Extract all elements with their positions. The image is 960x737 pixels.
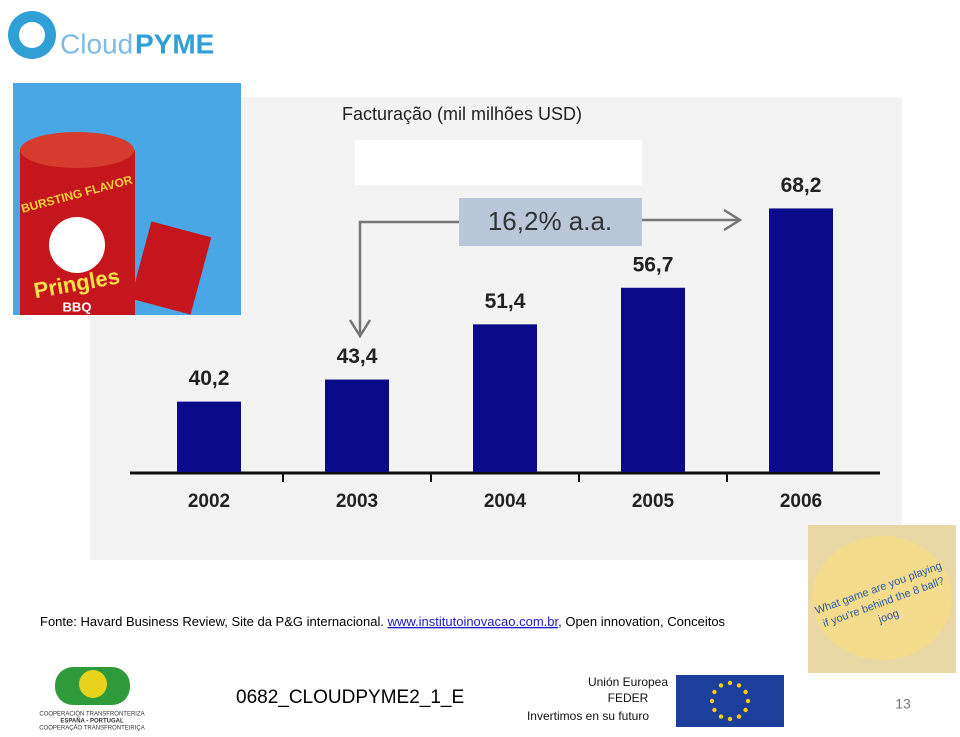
logo-pyme: PYME xyxy=(135,28,214,59)
value-label: 56,7 xyxy=(633,253,674,276)
x-tick-label: 2003 xyxy=(336,491,378,512)
annotation: 16,2% a.a. xyxy=(488,206,612,236)
eu-star xyxy=(727,680,733,686)
x-tick-label: 2002 xyxy=(188,491,230,512)
footer-code: 0682_CLOUDPYME2_1_E xyxy=(236,687,464,708)
value-label: 43,4 xyxy=(337,345,378,368)
value-label: 68,2 xyxy=(781,174,822,197)
source: Fonte: Havard Business Review, Site da P… xyxy=(40,614,726,629)
eu-text: FEDER xyxy=(608,691,649,705)
eu-star xyxy=(736,683,742,688)
bar xyxy=(621,287,685,472)
can-variety: BBQ xyxy=(63,299,92,314)
x-tick-label: 2004 xyxy=(484,491,527,512)
bar xyxy=(177,401,241,472)
source-link[interactable]: www.institutoinovacao.com.br xyxy=(387,614,560,629)
eu-star xyxy=(718,714,724,719)
eu-text: Unión Europea xyxy=(588,675,668,689)
program-line: COOPERACIÓN TRANSFRONTERIZA xyxy=(39,711,144,718)
chart-title: Facturação (mil milhões USD) xyxy=(342,104,582,124)
eu-star xyxy=(727,716,733,722)
eu-text: Invertimos en su futuro xyxy=(527,709,649,723)
eu-star xyxy=(718,683,724,688)
program-line: COOPERAÇÃO TRANSFRONTEIRIÇA xyxy=(39,725,145,732)
player xyxy=(130,221,212,315)
source-suffix: , Open innovation, Conceitos xyxy=(558,614,725,629)
value-label: 40,2 xyxy=(189,367,230,390)
annotation-box xyxy=(459,198,642,246)
can-top xyxy=(20,132,134,168)
logo-icon-inner xyxy=(19,22,45,48)
can-face xyxy=(49,217,105,273)
program-line: ESPAÑA - PORTUGAL xyxy=(60,718,124,725)
x-tick-label: 2005 xyxy=(632,491,675,512)
program-logo-center xyxy=(79,670,107,698)
eu-star xyxy=(743,689,748,695)
eu-star xyxy=(745,698,751,704)
x-tick-label: 2006 xyxy=(780,491,822,512)
chart-blank xyxy=(355,140,642,185)
eu-star xyxy=(712,689,717,695)
arrow-right xyxy=(642,208,743,232)
logo-cloud: Cloud xyxy=(60,28,133,59)
arrow-left xyxy=(348,220,460,339)
chip xyxy=(812,536,952,660)
value-label: 51,4 xyxy=(485,290,526,313)
source-prefix: Fonte: Havard Business Review, Site da P… xyxy=(40,614,388,629)
eu-star xyxy=(743,707,748,713)
eu-star xyxy=(712,707,717,713)
eu-star xyxy=(709,698,715,704)
eu-stars xyxy=(709,680,751,722)
page-number: 13 xyxy=(895,696,911,712)
bar xyxy=(473,324,537,472)
bar xyxy=(325,379,389,472)
bar xyxy=(769,208,833,473)
eu-star xyxy=(736,714,742,719)
